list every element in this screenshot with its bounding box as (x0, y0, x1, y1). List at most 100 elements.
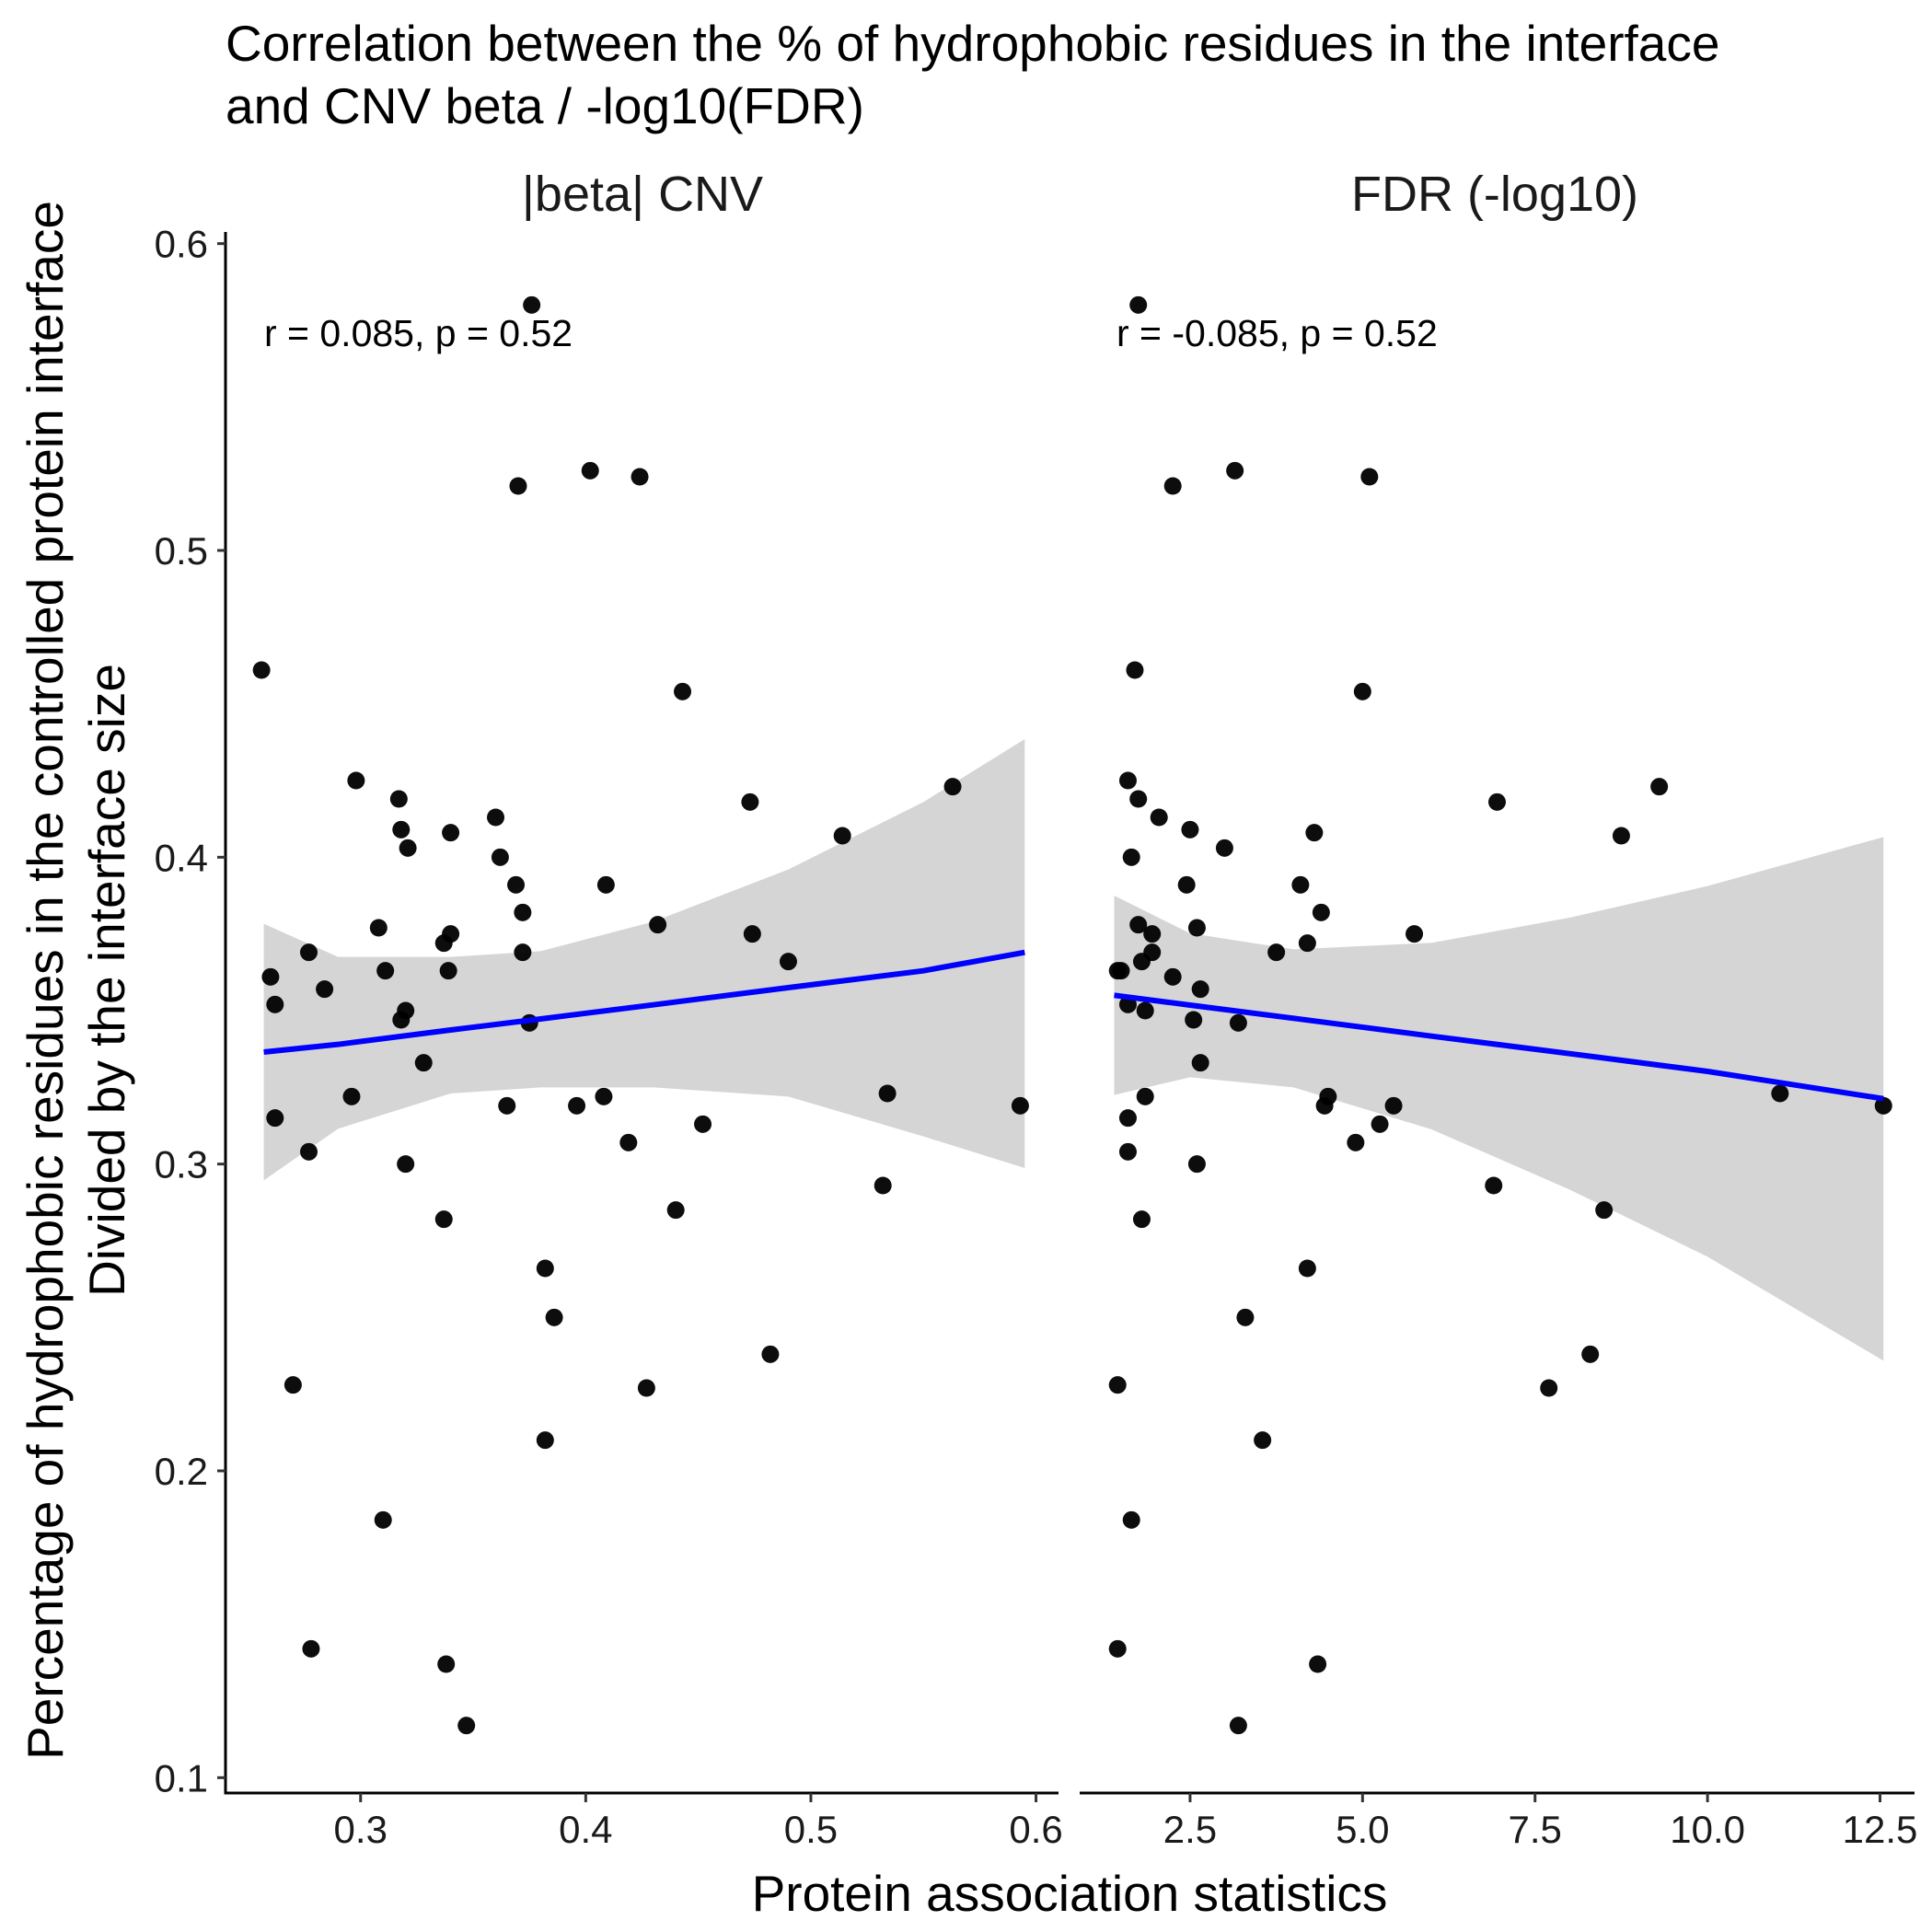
data-point (514, 943, 532, 962)
data-point (674, 682, 692, 700)
data-point (302, 1639, 320, 1658)
data-point (1254, 1431, 1272, 1450)
data-point (491, 848, 509, 866)
data-point (266, 995, 284, 1013)
data-point (1229, 1013, 1247, 1032)
data-point (1136, 1087, 1154, 1105)
data-point (1181, 820, 1199, 839)
data-point (1122, 1510, 1140, 1529)
data-point (507, 875, 526, 894)
data-point (536, 1431, 554, 1450)
data-point (392, 820, 411, 839)
data-point (1298, 1259, 1316, 1278)
confidence-ribbon (263, 739, 1025, 1181)
data-point (1874, 1096, 1892, 1115)
y-tick-label: 0.4 (155, 836, 208, 879)
data-point (1129, 790, 1148, 808)
data-point (596, 875, 615, 894)
data-point (1129, 295, 1148, 314)
strip-label-right: FDR (-log10) (1351, 167, 1638, 222)
data-point (376, 962, 395, 980)
data-point (1540, 1379, 1558, 1397)
data-point (1112, 962, 1130, 980)
data-point (457, 1717, 476, 1735)
data-point (1132, 953, 1151, 971)
data-point (389, 790, 408, 808)
data-point (741, 792, 759, 811)
data-point (568, 1096, 586, 1115)
x-tick-label: 0.3 (334, 1808, 388, 1851)
y-tick-label: 0.2 (155, 1450, 208, 1493)
data-point (1267, 943, 1286, 962)
data-point (1191, 980, 1209, 999)
data-point (347, 771, 365, 790)
data-point (536, 1259, 554, 1278)
regression-line (1114, 992, 1884, 1102)
data-point (434, 1210, 453, 1229)
x-tick-label: 7.5 (1509, 1808, 1562, 1851)
data-point (414, 1054, 433, 1072)
data-point (1126, 661, 1144, 679)
data-point (1108, 1639, 1127, 1658)
correlation-annotation: r = -0.085, p = 0.52 (1116, 312, 1438, 354)
panel-beta-cnv: r = 0.085, p = 0.52 0.3 0.4 0.5 0.6 (226, 295, 1063, 1851)
data-point (1136, 1001, 1154, 1020)
data-point (761, 1345, 780, 1363)
data-point (878, 1084, 897, 1103)
data-point (1406, 925, 1424, 943)
x-axis-title: Protein association statistics (752, 1865, 1388, 1922)
y-tick-label: 0.5 (155, 529, 208, 573)
data-point (1163, 967, 1182, 986)
x-tick-label: 10.0 (1670, 1808, 1745, 1851)
data-point (1177, 875, 1196, 894)
data-point (342, 1087, 361, 1105)
data-point (1143, 925, 1162, 943)
data-point (1129, 916, 1148, 934)
confidence-ribbon (1114, 837, 1884, 1361)
data-point (1229, 1717, 1247, 1735)
data-point (595, 1087, 613, 1105)
chart-title-line-1: Correlation between the % of hydrophobic… (226, 15, 1719, 72)
data-point (1384, 1096, 1403, 1115)
y-axis: 0.1 0.2 0.3 0.4 0.5 0.6 (155, 223, 227, 1799)
data-point (1191, 1054, 1209, 1072)
data-point (1309, 1655, 1327, 1673)
data-point (1650, 778, 1669, 796)
data-point (442, 824, 460, 842)
data-point (1187, 1155, 1206, 1174)
data-point (1312, 903, 1330, 921)
data-point (1298, 934, 1316, 953)
data-point (1011, 1096, 1029, 1115)
data-point (434, 934, 453, 953)
data-point (399, 839, 417, 857)
data-point (252, 661, 271, 679)
y-axis-title-line-2: Divided by the interface size (78, 664, 135, 1297)
data-point (1187, 919, 1206, 937)
data-point (1353, 682, 1371, 700)
data-point (1118, 1109, 1137, 1128)
data-point (637, 1379, 655, 1397)
data-point (1581, 1345, 1600, 1363)
x-tick-label: 0.5 (784, 1808, 838, 1851)
y-tick-label: 0.6 (155, 223, 208, 266)
data-point (300, 1142, 318, 1161)
data-point (545, 1308, 563, 1326)
data-point (1315, 1096, 1334, 1115)
data-point (1122, 848, 1140, 866)
data-point (1485, 1176, 1503, 1195)
x-tick-label: 0.6 (1009, 1808, 1062, 1851)
data-point (631, 468, 649, 486)
y-tick-label: 0.3 (155, 1143, 208, 1186)
data-point (743, 925, 761, 943)
data-point (833, 827, 851, 845)
data-point (1595, 1201, 1614, 1220)
data-point (619, 1133, 638, 1151)
data-point (779, 953, 797, 971)
data-point (1118, 1142, 1137, 1161)
data-point (1305, 824, 1324, 842)
data-point (666, 1201, 685, 1220)
chart-title-line-2: and CNV beta / -log10(FDR) (226, 77, 864, 134)
data-point (514, 903, 532, 921)
data-point (1612, 827, 1630, 845)
